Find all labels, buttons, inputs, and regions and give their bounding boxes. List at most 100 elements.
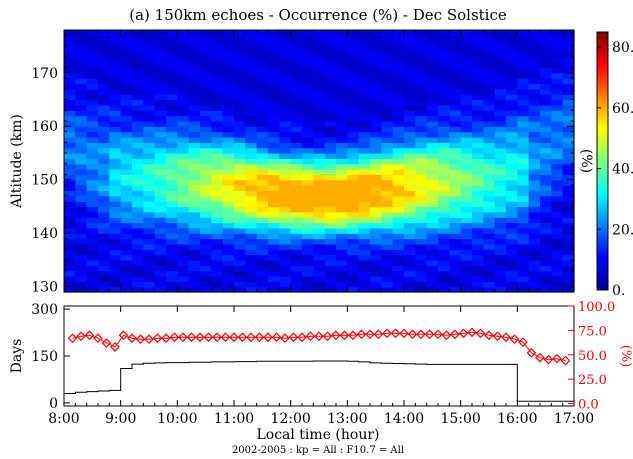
heatmap-cell: [177, 206, 190, 213]
heatmap-cell: [562, 62, 575, 69]
heatmap-cell: [86, 275, 99, 282]
heatmap-cell: [132, 233, 144, 240]
heatmap-cell: [404, 206, 416, 213]
heatmap-cell: [562, 104, 575, 111]
heatmap-cell: [472, 99, 484, 106]
heatmap-cell: [279, 51, 292, 58]
heatmap-cell: [313, 67, 326, 74]
heatmap-cell: [234, 238, 246, 245]
heatmap-cell: [268, 51, 280, 58]
heatmap-cell: [347, 249, 360, 256]
heatmap-cell: [472, 136, 484, 143]
heatmap-cell: [166, 72, 178, 79]
heatmap-cell: [109, 270, 122, 277]
heatmap-cell: [211, 94, 224, 101]
heatmap-cell: [109, 88, 122, 95]
heatmap-cell: [528, 265, 541, 272]
heatmap-cell: [562, 35, 575, 42]
heatmap-cell: [392, 120, 405, 127]
heatmap-cell: [494, 56, 507, 63]
heatmap-cell: [279, 179, 292, 186]
heatmap-cell: [381, 265, 394, 272]
heatmap-cell: [177, 249, 190, 256]
heatmap-cell: [75, 222, 88, 229]
heatmap-cell: [426, 201, 439, 208]
heatmap-cell: [358, 62, 371, 69]
heatmap-cell: [120, 222, 133, 229]
heatmap-cell: [392, 142, 405, 149]
heatmap-cell: [358, 147, 371, 154]
heatmap-cell: [472, 233, 484, 240]
heatmap-cell: [120, 190, 133, 197]
heatmap-cell: [438, 30, 450, 36]
heatmap-cell: [245, 217, 258, 224]
heatmap-cell: [336, 136, 348, 143]
heatmap-cell: [426, 83, 439, 90]
heatmap-cell: [506, 83, 518, 90]
heatmap-cell: [438, 281, 450, 288]
heatmap-cell: [517, 222, 530, 229]
line-left-y-label: Days: [9, 339, 25, 374]
heatmap-cell: [154, 120, 167, 127]
heatmap-cell: [551, 259, 564, 266]
heatmap-cell: [438, 126, 450, 133]
heatmap-cell: [120, 195, 133, 202]
heatmap-cell: [460, 99, 473, 106]
heatmap-cell: [166, 217, 178, 224]
heatmap-cell: [313, 265, 326, 272]
heatmap-cell: [200, 249, 212, 256]
heatmap-cell: [483, 104, 496, 111]
heatmap-cell: [438, 88, 450, 95]
heatmap-cell: [483, 35, 496, 42]
heatmap-cell: [506, 169, 518, 175]
heatmap-cell: [75, 110, 88, 117]
heatmap-cell: [528, 46, 541, 52]
heatmap-cell: [392, 67, 405, 74]
percent-marker: [161, 333, 171, 344]
heatmap-cell: [494, 217, 507, 224]
heatmap-cell: [517, 88, 530, 95]
heatmap-cell: [472, 94, 484, 101]
heatmap-cell: [358, 190, 371, 197]
heatmap-cell: [438, 201, 450, 208]
heatmap-cell: [381, 142, 394, 149]
heatmap-cell: [109, 136, 122, 143]
heatmap-cell: [358, 120, 371, 127]
heatmap-cell: [415, 99, 428, 106]
heatmap-cell: [86, 195, 99, 202]
heatmap-cell: [75, 217, 88, 224]
heatmap-cell: [177, 265, 190, 272]
heatmap-cell: [154, 286, 167, 293]
heatmap-cell: [222, 286, 235, 293]
heatmap-cell: [188, 94, 201, 101]
heatmap-cell: [222, 222, 235, 229]
heatmap-cell: [562, 126, 575, 133]
heatmap-cell: [268, 94, 280, 101]
heatmap-cell: [132, 120, 144, 127]
heatmap-cell: [154, 126, 167, 133]
heatmap-cell: [370, 286, 382, 293]
heatmap-cell: [426, 179, 439, 186]
heatmap-cell: [302, 40, 314, 47]
heatmap-cell: [109, 67, 122, 74]
heatmap-cell: [370, 158, 382, 165]
heatmap-cell: [381, 286, 394, 293]
heatmap-cell: [98, 131, 110, 138]
heatmap-cell: [392, 88, 405, 95]
heatmap-cell: [222, 158, 235, 165]
heatmap-cell: [540, 222, 552, 229]
heatmap-cell: [483, 185, 496, 192]
heatmap-cell: [324, 120, 337, 127]
heatmap-cell: [279, 190, 292, 197]
heatmap-cell: [483, 190, 496, 197]
heatmap-cell: [483, 115, 496, 122]
heatmap-cell: [154, 190, 167, 197]
heatmap-cell: [336, 120, 348, 127]
heatmap-cell: [551, 142, 564, 149]
heatmap-cell: [120, 62, 133, 69]
heatmap-cell: [234, 222, 246, 229]
heatmap-cell: [313, 281, 326, 288]
heatmap-cell: [132, 62, 144, 69]
heatmap-cell: [234, 163, 246, 170]
heatmap-cell: [449, 62, 462, 69]
